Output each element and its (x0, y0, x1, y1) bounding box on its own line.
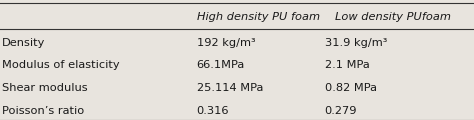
Text: Shear modulus: Shear modulus (2, 83, 88, 93)
Text: 25.114 MPa: 25.114 MPa (197, 83, 263, 93)
Text: 31.9 kg/m³: 31.9 kg/m³ (325, 38, 387, 48)
Text: Poisson’s ratio: Poisson’s ratio (2, 106, 85, 116)
Text: Low density PUfoam: Low density PUfoam (336, 12, 451, 22)
Text: 0.82 MPa: 0.82 MPa (325, 83, 377, 93)
Text: 192 kg/m³: 192 kg/m³ (197, 38, 255, 48)
Text: 2.1 MPa: 2.1 MPa (325, 60, 369, 70)
Text: Density: Density (2, 38, 46, 48)
Text: Modulus of elasticity: Modulus of elasticity (2, 60, 120, 70)
Text: High density PU foam: High density PU foam (197, 12, 320, 22)
Text: 0.279: 0.279 (325, 106, 357, 116)
Text: 66.1MPa: 66.1MPa (197, 60, 245, 70)
Text: 0.316: 0.316 (197, 106, 229, 116)
